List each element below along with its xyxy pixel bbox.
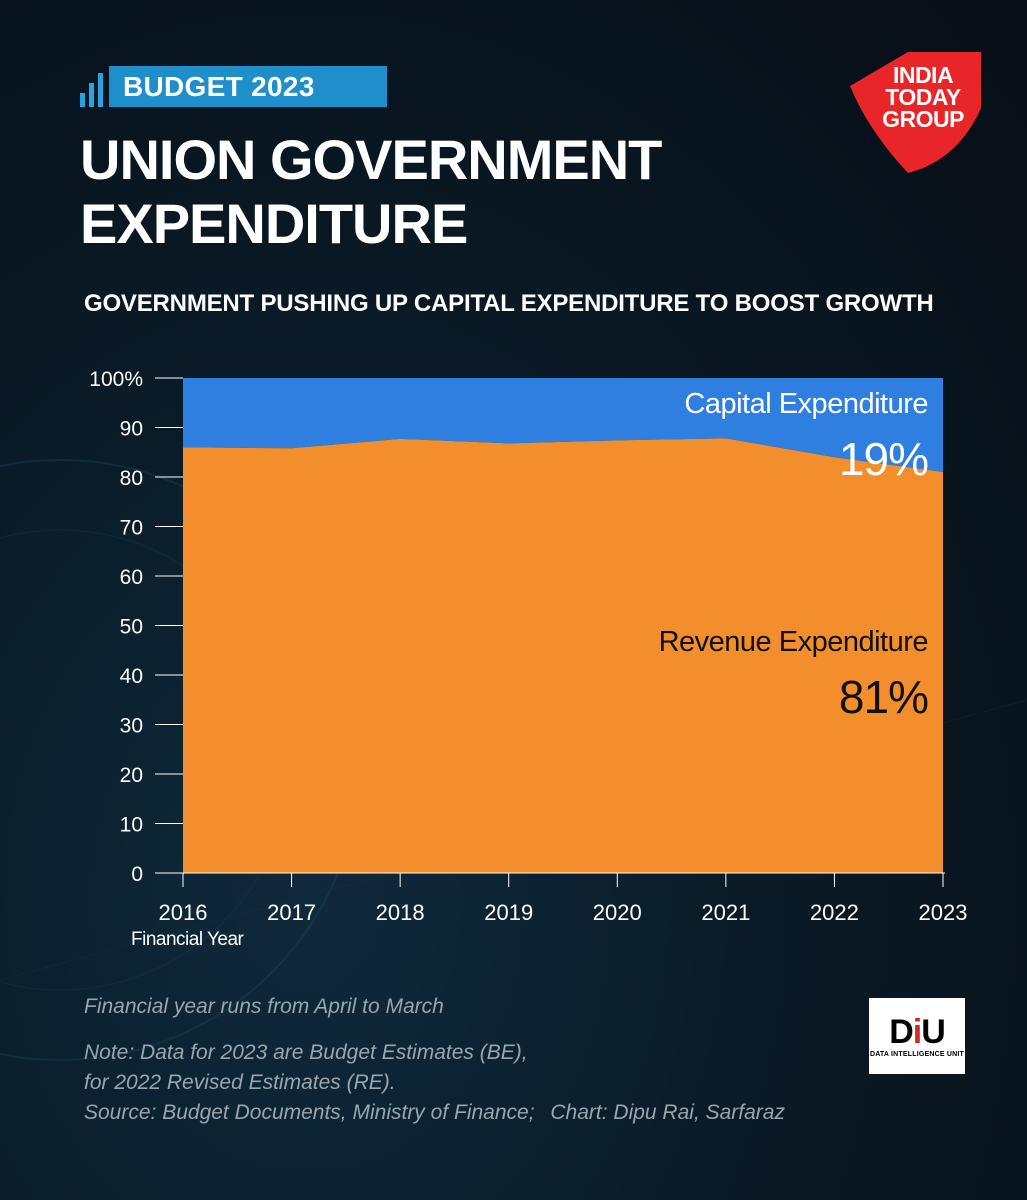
page-subtitle: GOVERNMENT PUSHING UP CAPITAL EXPENDITUR… (84, 290, 934, 317)
y-tick-label: 70 (120, 517, 143, 540)
capital-expenditure-area (183, 378, 943, 473)
y-tick-label: 20 (120, 764, 143, 787)
y-tick-label: 30 (120, 715, 143, 738)
y-tick-label: 100% (89, 368, 143, 391)
note-financial-year: Financial year runs from April to March (84, 995, 444, 1018)
note-estimates: Note: Data for 2023 are Budget Estimates… (84, 1041, 528, 1064)
y-tick-label: 60 (120, 566, 143, 589)
logo-text: INDIA TODAY GROUP (882, 62, 964, 132)
footer-notes: Financial year runs from April to March … (84, 992, 785, 1128)
logo-shield-icon (850, 52, 981, 173)
bar-chart-icon (80, 66, 103, 107)
india-today-logo (850, 52, 981, 173)
y-tick-label: 50 (120, 616, 143, 639)
revenue-expenditure-label: Revenue Expenditure (659, 626, 928, 658)
diu-mark: DiU (889, 1012, 946, 1051)
x-tick-label: 2019 (484, 900, 533, 925)
diu-logo: DiU DATA INTELLIGENCE UNIT (869, 998, 965, 1074)
revenue-expenditure-value: 81% (839, 671, 928, 723)
note-source: Source: Budget Documents, Ministry of Fi… (84, 1101, 535, 1124)
x-tick-label: 2017 (267, 900, 316, 925)
x-tick-label: 2023 (919, 900, 968, 925)
y-tick-label: 80 (120, 467, 143, 490)
revenue-expenditure-area (183, 438, 943, 873)
y-tick-label: 90 (120, 418, 143, 441)
x-tick-label: 2022 (810, 900, 859, 925)
x-axis-label: Financial Year (131, 929, 245, 950)
diu-subtitle: DATA INTELLIGENCE UNIT (869, 1050, 965, 1058)
page-title: UNION GOVERNMENT EXPENDITURE (80, 128, 662, 255)
section-tag: BUDGET 2023 (80, 66, 387, 107)
capital-expenditure-value: 19% (839, 433, 928, 485)
note-source-line: Source: Budget Documents, Ministry of Fi… (84, 1098, 785, 1128)
capital-expenditure-label: Capital Expenditure (684, 388, 928, 420)
x-tick-label: 2018 (376, 900, 425, 925)
area-chart: 0 10 20 30 40 50 60 70 80 90 100% 2016 2017 2018 2019 2… (89, 368, 968, 950)
x-tick-label: 2020 (593, 900, 642, 925)
x-tick-label: 2016 (159, 900, 208, 925)
x-tick-label: 2021 (701, 900, 750, 925)
section-tag-label: BUDGET 2023 (109, 66, 387, 107)
y-tick-label: 10 (120, 814, 143, 837)
y-tick-label: 40 (120, 665, 143, 688)
note-revised: for 2022 Revised Estimates (RE). (84, 1071, 396, 1094)
note-credit: Chart: Dipu Rai, Sarfaraz (550, 1101, 785, 1124)
y-tick-label: 0 (131, 863, 143, 886)
